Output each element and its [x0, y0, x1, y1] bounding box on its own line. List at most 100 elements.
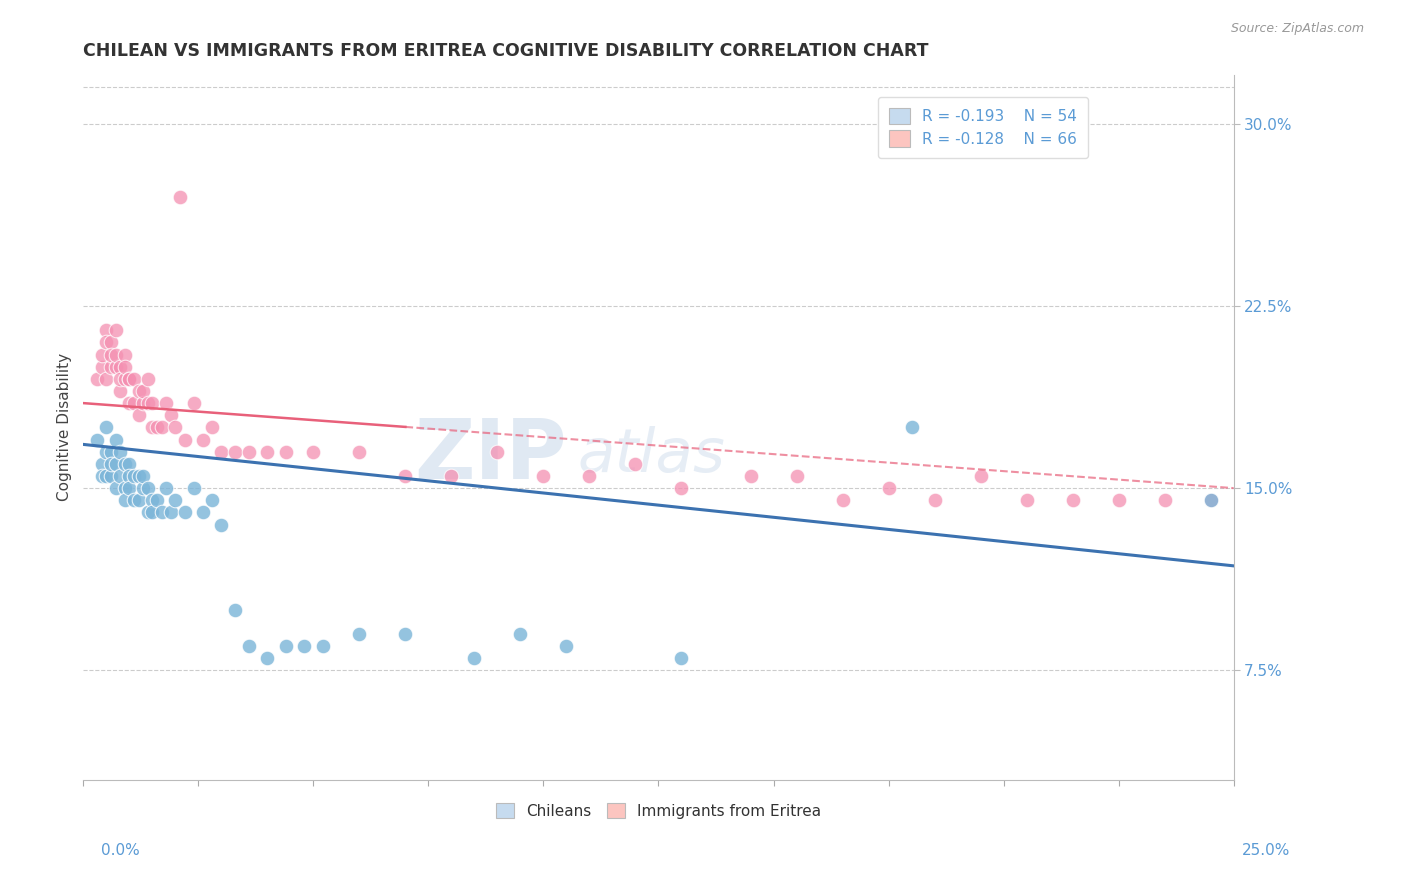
Point	[1199, 493, 1222, 508]
Point	[274, 639, 297, 653]
Legend: Chileans, Immigrants from Eritrea: Chileans, Immigrants from Eritrea	[489, 797, 828, 825]
Point	[311, 639, 333, 653]
Point	[132, 481, 155, 495]
Point	[96, 420, 118, 434]
Point	[96, 335, 118, 350]
Point	[191, 433, 214, 447]
Point	[136, 396, 159, 410]
Y-axis label: Cognitive Disability: Cognitive Disability	[58, 353, 72, 501]
Point	[173, 505, 195, 519]
Point	[96, 372, 118, 386]
Point	[440, 469, 463, 483]
Point	[122, 493, 145, 508]
Point	[394, 469, 416, 483]
Point	[486, 444, 509, 458]
Point	[1199, 493, 1222, 508]
Text: 25.0%: 25.0%	[1243, 843, 1291, 858]
Point	[118, 372, 141, 386]
Point	[183, 481, 205, 495]
Text: atlas: atlas	[578, 426, 725, 485]
Point	[128, 469, 150, 483]
Point	[159, 409, 181, 423]
Point	[969, 469, 991, 483]
Point	[100, 444, 122, 458]
Point	[169, 189, 191, 203]
Point	[122, 372, 145, 386]
Point	[96, 323, 118, 337]
Point	[349, 627, 371, 641]
Point	[90, 469, 112, 483]
Point	[146, 420, 169, 434]
Point	[555, 639, 578, 653]
Point	[132, 469, 155, 483]
Point	[224, 602, 246, 616]
Point	[578, 469, 600, 483]
Point	[118, 396, 141, 410]
Point	[96, 469, 118, 483]
Text: ZIP: ZIP	[413, 415, 567, 496]
Point	[100, 347, 122, 361]
Point	[104, 347, 127, 361]
Point	[900, 420, 922, 434]
Point	[108, 444, 131, 458]
Point	[302, 444, 325, 458]
Point	[104, 359, 127, 374]
Point	[256, 444, 278, 458]
Point	[136, 481, 159, 495]
Point	[173, 433, 195, 447]
Point	[114, 372, 136, 386]
Point	[201, 493, 224, 508]
Point	[924, 493, 946, 508]
Point	[1062, 493, 1084, 508]
Point	[671, 651, 693, 665]
Point	[150, 505, 173, 519]
Point	[136, 505, 159, 519]
Point	[274, 444, 297, 458]
Point	[141, 420, 163, 434]
Point	[108, 469, 131, 483]
Point	[136, 372, 159, 386]
Point	[114, 359, 136, 374]
Point	[146, 493, 169, 508]
Point	[128, 409, 150, 423]
Point	[128, 493, 150, 508]
Point	[1015, 493, 1038, 508]
Point	[90, 457, 112, 471]
Text: 0.0%: 0.0%	[101, 843, 141, 858]
Point	[624, 457, 647, 471]
Point	[831, 493, 853, 508]
Point	[740, 469, 762, 483]
Point	[118, 481, 141, 495]
Point	[132, 384, 155, 398]
Point	[1153, 493, 1175, 508]
Point	[509, 627, 531, 641]
Point	[155, 396, 177, 410]
Point	[150, 420, 173, 434]
Text: CHILEAN VS IMMIGRANTS FROM ERITREA COGNITIVE DISABILITY CORRELATION CHART: CHILEAN VS IMMIGRANTS FROM ERITREA COGNI…	[83, 42, 929, 60]
Text: Source: ZipAtlas.com: Source: ZipAtlas.com	[1230, 22, 1364, 36]
Point	[292, 639, 315, 653]
Point	[877, 481, 900, 495]
Point	[256, 651, 278, 665]
Point	[165, 420, 187, 434]
Point	[394, 627, 416, 641]
Point	[128, 384, 150, 398]
Point	[209, 517, 232, 532]
Point	[132, 396, 155, 410]
Point	[108, 359, 131, 374]
Point	[671, 481, 693, 495]
Point	[238, 639, 260, 653]
Point	[122, 396, 145, 410]
Point	[114, 493, 136, 508]
Point	[100, 359, 122, 374]
Point	[201, 420, 224, 434]
Point	[209, 444, 232, 458]
Point	[104, 433, 127, 447]
Point	[122, 469, 145, 483]
Point	[141, 493, 163, 508]
Point	[191, 505, 214, 519]
Point	[349, 444, 371, 458]
Point	[165, 493, 187, 508]
Point	[183, 396, 205, 410]
Point	[224, 444, 246, 458]
